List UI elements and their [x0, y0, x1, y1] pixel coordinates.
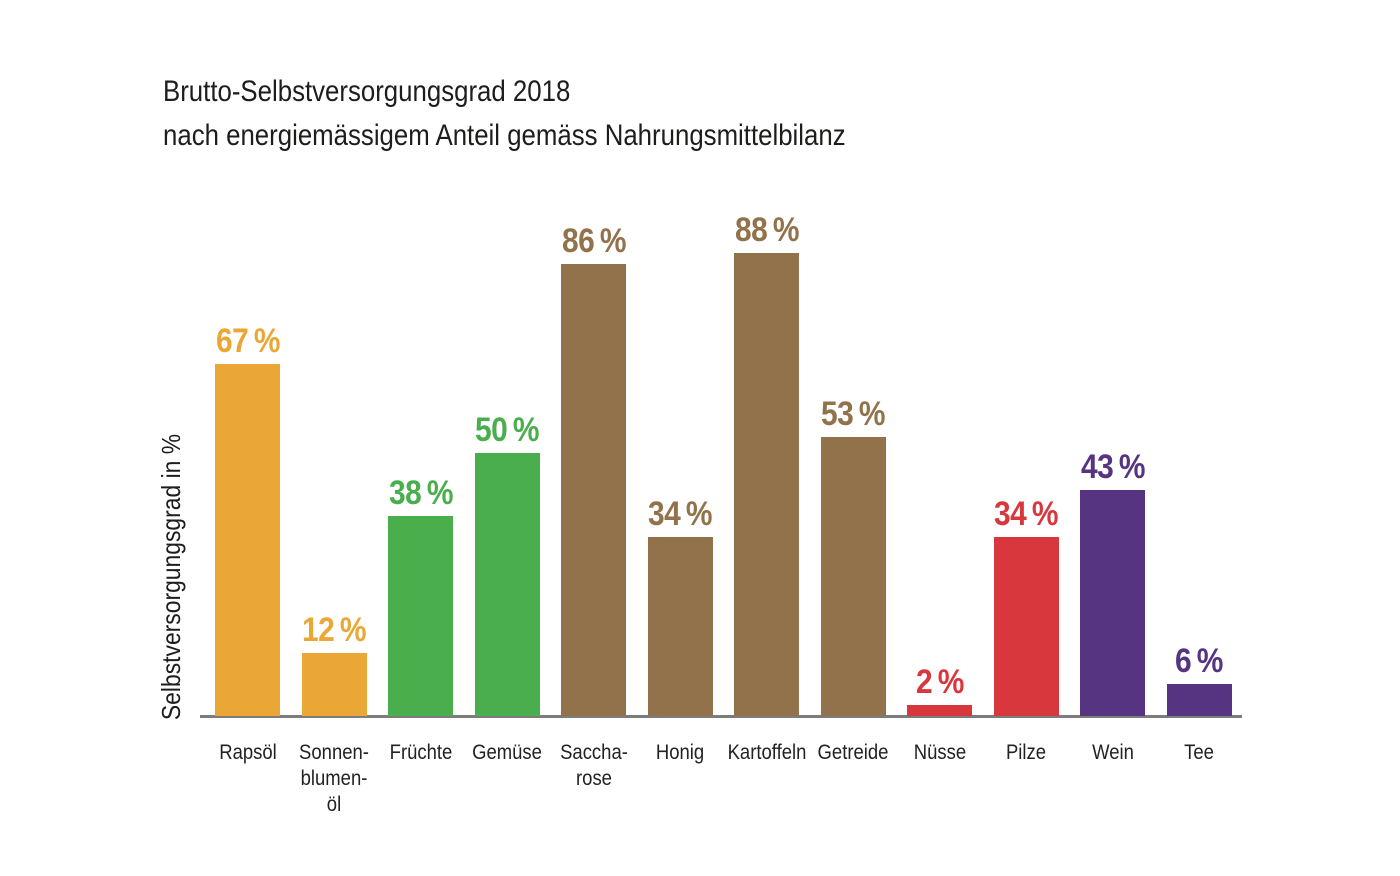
- x-axis-label: Früchte: [389, 741, 452, 764]
- bar-2: [301, 652, 367, 716]
- bar-1: [215, 363, 280, 716]
- bar-value-label: 38 %: [388, 474, 453, 513]
- bar-value-label: 12 %: [301, 610, 367, 649]
- bar-12: [1166, 684, 1232, 716]
- bar-3: [388, 516, 453, 716]
- chart-title-line1: Brutto-Selbstversorgungsgrad 2018: [163, 75, 571, 108]
- bar-value-label: 88 %: [734, 211, 799, 250]
- bar-value-label: 67 %: [215, 321, 280, 360]
- x-axis-label: Gemüse: [472, 741, 542, 764]
- x-axis-label: Rapsöl: [218, 741, 277, 764]
- bar-9: [907, 705, 972, 716]
- x-axis-label: Saccha- rose: [559, 741, 628, 790]
- bar-value-label: 43 %: [1080, 447, 1145, 486]
- x-axis-label: Tee: [1184, 741, 1214, 764]
- bar-value-label: 2 %: [915, 663, 964, 702]
- x-axis-line: [200, 715, 1242, 718]
- x-axis-label: Kartoffeln: [727, 741, 806, 764]
- bar-value-label: 34 %: [647, 495, 713, 534]
- bar-value-label: 6 %: [1175, 642, 1223, 681]
- x-axis-label: Wein: [1091, 741, 1134, 764]
- chart-title: Brutto-Selbstversorgungsgrad 2018 nach e…: [163, 70, 846, 158]
- bar-4: [474, 453, 540, 716]
- bar-value-label: 53 %: [820, 395, 886, 434]
- x-axis-label: Getreide: [817, 741, 889, 764]
- bar-11: [1080, 489, 1145, 716]
- x-axis-label: Pilze: [1005, 741, 1047, 764]
- bar-5: [561, 263, 626, 716]
- chart-title-line2: nach energiemässigem Anteil gemäss Nahru…: [163, 119, 846, 152]
- x-axis-label: Sonnen- blumen- öl: [299, 741, 369, 816]
- bar-value-label: 86 %: [561, 221, 626, 260]
- x-axis-label: Honig: [655, 741, 705, 764]
- bar-value-label: 50 %: [474, 411, 540, 449]
- bar-10: [993, 537, 1059, 716]
- bar-8: [820, 437, 886, 716]
- bar-value-label: 34 %: [993, 495, 1059, 534]
- x-axis-label: Nüsse: [913, 741, 966, 764]
- bar-7: [734, 253, 799, 716]
- bar-6: [647, 537, 713, 716]
